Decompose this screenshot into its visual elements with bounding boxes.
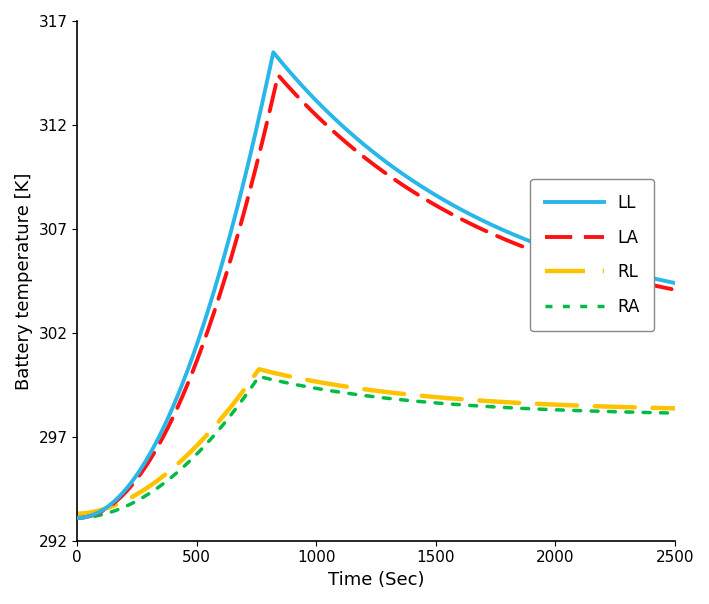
Y-axis label: Battery temperature [K]: Battery temperature [K] [15,172,33,390]
Legend: LL, LA, RL, RA: LL, LA, RL, RA [530,179,654,331]
X-axis label: Time (Sec): Time (Sec) [328,571,424,589]
